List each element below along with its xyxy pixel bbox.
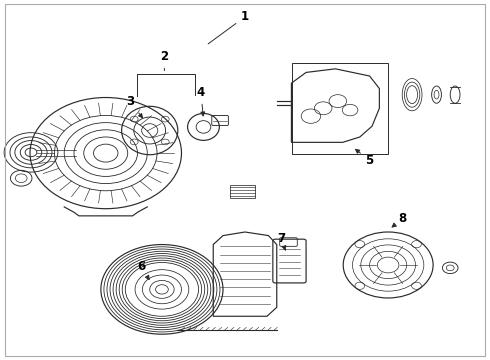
Text: 8: 8: [392, 212, 407, 227]
Bar: [230, 185, 255, 198]
Text: 5: 5: [356, 149, 374, 167]
Text: 7: 7: [277, 231, 286, 250]
Text: 1: 1: [208, 10, 249, 44]
Text: 6: 6: [137, 260, 149, 279]
Bar: [293, 63, 388, 154]
Text: 4: 4: [197, 86, 205, 116]
Text: 3: 3: [126, 95, 143, 118]
Text: 2: 2: [160, 50, 169, 71]
